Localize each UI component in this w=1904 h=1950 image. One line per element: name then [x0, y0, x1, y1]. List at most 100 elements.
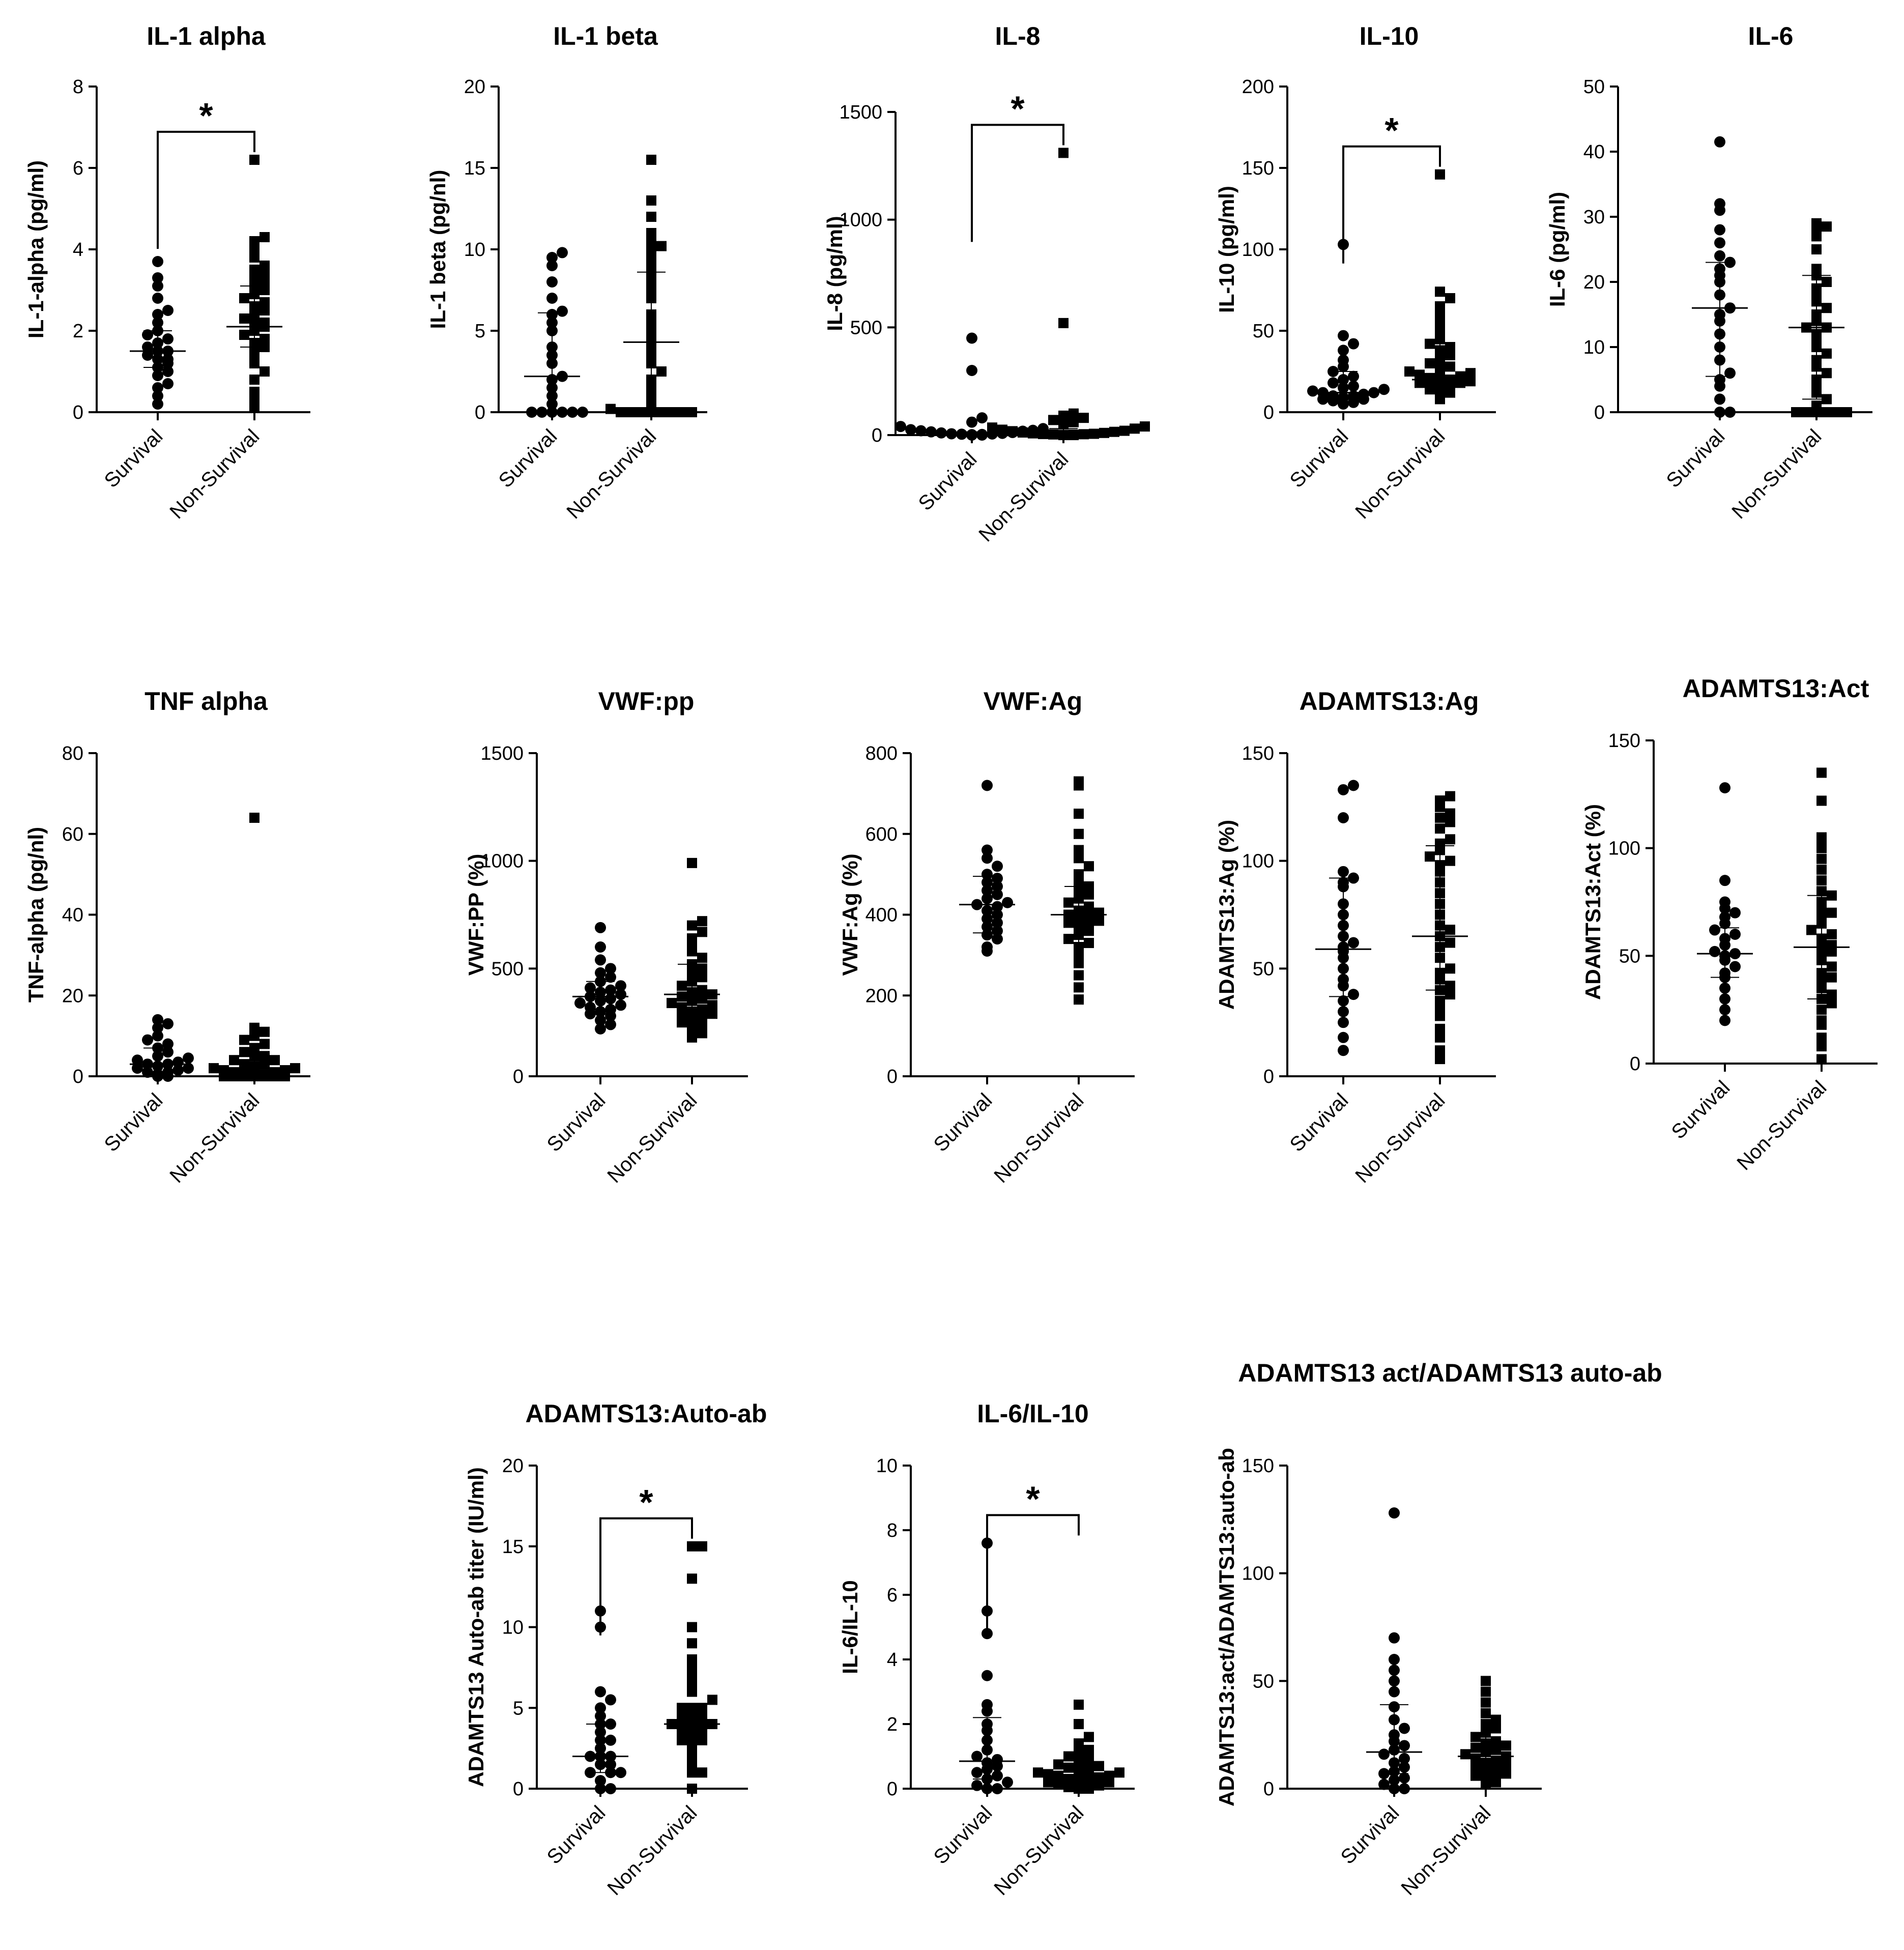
data-point	[697, 1004, 707, 1015]
y-tick-label: 0	[1630, 1053, 1640, 1075]
data-point	[687, 1622, 697, 1632]
data-point	[132, 1054, 143, 1066]
significance-bracket	[157, 131, 255, 249]
data-point	[982, 852, 993, 864]
y-tick-label: 0	[872, 425, 882, 446]
data-point	[1719, 1004, 1730, 1016]
data-point	[1816, 865, 1827, 875]
data-point	[677, 1711, 687, 1722]
data-point	[1378, 1748, 1390, 1760]
data-point	[229, 1055, 239, 1066]
data-point	[982, 1783, 993, 1794]
data-point	[142, 350, 153, 361]
data-point	[1491, 1772, 1501, 1783]
panel-8: VWF:Ag 0 200 400 600 800 VWF:Ag (%) SurvivalNon…	[838, 687, 1135, 1187]
data-point	[1719, 982, 1730, 994]
y-tick-label: 8	[887, 1520, 898, 1541]
series-non-survival	[239, 155, 270, 413]
y-tick-label: 15	[464, 158, 485, 179]
data-point	[1481, 1676, 1491, 1686]
data-point	[1058, 318, 1069, 328]
data-point	[687, 1767, 697, 1778]
data-point	[1791, 407, 1801, 417]
data-point	[687, 1686, 697, 1697]
y-tick-label: 4	[887, 1649, 898, 1671]
data-point	[971, 1780, 983, 1791]
data-point	[1435, 823, 1445, 834]
data-point	[1719, 993, 1730, 1005]
panel-9: ADAMTS13:Ag 0 50 100 150 ADAMTS13:Ag (%) Survi…	[1215, 687, 1496, 1187]
significance-bracket	[1342, 145, 1441, 264]
data-point	[1074, 950, 1084, 960]
data-point	[966, 332, 977, 344]
data-point	[605, 1759, 616, 1770]
data-point	[1435, 1032, 1445, 1043]
data-point	[270, 1055, 280, 1066]
data-point	[1043, 1777, 1053, 1788]
data-point	[982, 929, 993, 941]
data-point	[1328, 377, 1339, 389]
data-point	[1048, 415, 1058, 425]
y-tick-label: 0	[513, 1066, 524, 1087]
data-point	[1338, 345, 1349, 356]
significance-star: *	[1384, 110, 1399, 150]
data-point	[982, 1699, 993, 1710]
data-point	[1445, 937, 1455, 948]
data-point	[1378, 384, 1390, 395]
data-point	[1389, 1783, 1400, 1794]
data-point	[1445, 350, 1455, 360]
data-point	[1084, 861, 1094, 872]
data-point	[249, 265, 259, 275]
data-point	[1043, 1769, 1053, 1780]
data-point	[677, 1002, 687, 1013]
y-tick-label: 0	[1594, 402, 1605, 423]
data-point	[1389, 1632, 1400, 1644]
y-tick-label: 100	[1608, 838, 1640, 859]
data-point	[605, 1003, 616, 1015]
category-label: Non-Survival	[1351, 1089, 1449, 1187]
data-point	[1389, 1654, 1400, 1665]
data-point	[697, 1727, 707, 1737]
panel-4: IL-10 0 50 100 150 200 IL-10 (pg/ml) SurvivalNo…	[1215, 22, 1496, 523]
data-point	[997, 424, 1007, 435]
y-tick-label: 8	[73, 76, 83, 98]
data-point	[1079, 413, 1089, 423]
data-point	[557, 305, 568, 317]
y-tick-label: 10	[1583, 337, 1605, 358]
data-point	[249, 395, 259, 405]
data-point	[1399, 1783, 1410, 1794]
panel-title: IL-8	[995, 22, 1041, 50]
category-label: Non-Survival	[603, 1089, 701, 1187]
data-point	[595, 1783, 606, 1794]
y-tick-label: 150	[1242, 1455, 1274, 1477]
data-point	[557, 247, 568, 259]
data-point	[936, 427, 947, 439]
data-point	[1063, 934, 1074, 944]
data-point	[966, 365, 977, 376]
data-point	[687, 1678, 697, 1689]
data-point	[1074, 828, 1084, 839]
data-point	[1378, 1779, 1390, 1790]
series-survival	[1307, 239, 1390, 410]
category-label: Non-Survival	[603, 1801, 701, 1900]
data-point	[1074, 776, 1084, 787]
data-point	[162, 354, 174, 365]
y-tick-label: 2	[887, 1714, 898, 1735]
data-point	[1435, 1011, 1445, 1021]
data-point	[1729, 961, 1741, 972]
data-point	[1822, 221, 1832, 232]
data-point	[1094, 1780, 1104, 1791]
data-point	[239, 330, 249, 340]
data-point	[1470, 1753, 1481, 1764]
data-point	[1481, 1727, 1491, 1738]
data-point	[259, 285, 270, 295]
significance-star: *	[1026, 1479, 1040, 1518]
data-point	[1404, 366, 1415, 377]
data-point	[1089, 428, 1099, 439]
data-point	[697, 916, 707, 927]
data-point	[1822, 368, 1832, 379]
data-point	[697, 963, 707, 974]
data-point	[982, 844, 993, 856]
data-point	[259, 334, 270, 344]
series-survival	[1378, 1507, 1410, 1794]
